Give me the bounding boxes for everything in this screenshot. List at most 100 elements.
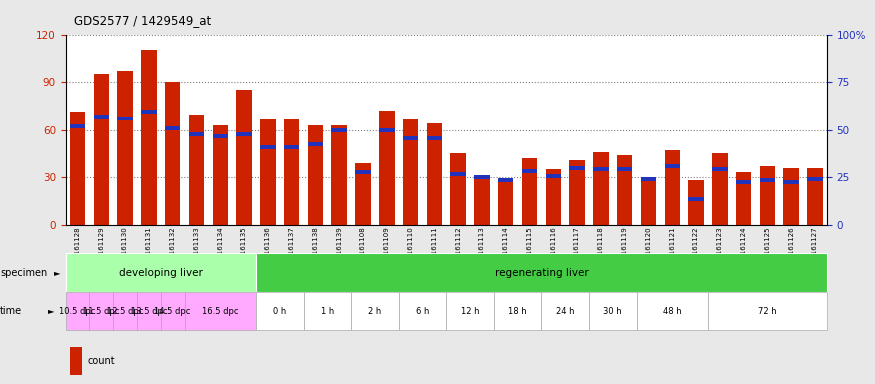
Text: 0 h: 0 h — [273, 306, 286, 316]
Bar — [213, 134, 228, 138]
Bar — [355, 163, 371, 225]
Bar — [451, 172, 466, 176]
Bar — [708, 292, 827, 330]
Text: 16.5 dpc: 16.5 dpc — [202, 306, 239, 316]
Text: time: time — [0, 306, 22, 316]
Bar — [141, 110, 157, 114]
Text: 11.5 dpc: 11.5 dpc — [83, 306, 120, 316]
Text: developing liver: developing liver — [119, 268, 203, 278]
Bar — [589, 292, 637, 330]
Bar — [522, 169, 537, 173]
Bar — [284, 145, 299, 149]
Bar — [284, 119, 299, 225]
Bar — [760, 178, 775, 182]
Bar — [689, 180, 704, 225]
Bar — [189, 115, 204, 225]
Bar — [570, 160, 584, 225]
Bar — [451, 153, 466, 225]
Bar — [617, 155, 633, 225]
Bar — [546, 169, 561, 225]
Bar — [498, 178, 514, 182]
Bar — [474, 175, 490, 179]
Bar — [493, 292, 542, 330]
Text: ►: ► — [48, 306, 54, 316]
Bar — [760, 166, 775, 225]
Text: 18 h: 18 h — [508, 306, 527, 316]
Bar — [165, 82, 180, 225]
Bar — [260, 119, 276, 225]
Text: regenerating liver: regenerating liver — [494, 268, 588, 278]
Bar — [304, 292, 351, 330]
Bar — [117, 116, 133, 121]
Bar — [66, 253, 256, 292]
Bar — [189, 132, 204, 136]
Bar — [808, 177, 822, 181]
Text: 10.5 dpc: 10.5 dpc — [60, 306, 95, 316]
Bar — [379, 111, 395, 225]
Bar — [593, 167, 609, 171]
Bar — [260, 145, 276, 149]
Bar — [256, 253, 827, 292]
Bar — [522, 158, 537, 225]
Bar — [308, 142, 323, 146]
Bar — [256, 292, 304, 330]
Text: 2 h: 2 h — [368, 306, 382, 316]
Bar — [783, 180, 799, 184]
Bar — [570, 166, 584, 170]
Bar — [236, 90, 252, 225]
Bar — [89, 292, 113, 330]
Text: 6 h: 6 h — [416, 306, 429, 316]
Bar — [70, 124, 85, 128]
Text: specimen: specimen — [0, 268, 47, 278]
Bar — [379, 127, 395, 132]
Bar — [808, 168, 822, 225]
Text: 12.5 dpc: 12.5 dpc — [107, 306, 144, 316]
Bar — [640, 177, 656, 181]
Text: 12 h: 12 h — [461, 306, 480, 316]
Text: 24 h: 24 h — [556, 306, 575, 316]
Bar — [332, 125, 346, 225]
Bar — [712, 153, 727, 225]
Bar — [355, 170, 371, 174]
Bar — [712, 167, 727, 171]
Bar — [117, 71, 133, 225]
Bar — [542, 292, 589, 330]
Bar — [161, 292, 185, 330]
Text: count: count — [87, 356, 115, 366]
Text: 48 h: 48 h — [663, 306, 682, 316]
Bar — [332, 127, 346, 132]
Bar — [402, 136, 418, 139]
Text: GDS2577 / 1429549_at: GDS2577 / 1429549_at — [74, 14, 212, 27]
Bar — [637, 292, 708, 330]
Text: 1 h: 1 h — [320, 306, 334, 316]
Bar — [165, 126, 180, 130]
Bar — [402, 119, 418, 225]
Bar — [94, 115, 109, 119]
Bar — [94, 74, 109, 225]
Bar — [783, 168, 799, 225]
Bar — [427, 123, 442, 225]
Bar — [308, 125, 323, 225]
Bar — [185, 292, 256, 330]
Bar — [736, 172, 752, 225]
Text: 30 h: 30 h — [604, 306, 622, 316]
Bar — [617, 167, 633, 171]
Bar — [141, 50, 157, 225]
Bar — [446, 292, 493, 330]
Bar — [66, 292, 89, 330]
Bar — [593, 152, 609, 225]
Bar — [474, 175, 490, 225]
Bar — [664, 150, 680, 225]
Bar — [70, 112, 85, 225]
Bar — [427, 136, 442, 139]
Bar — [689, 197, 704, 201]
Bar — [236, 132, 252, 136]
Text: 72 h: 72 h — [758, 306, 777, 316]
Bar — [113, 292, 137, 330]
Bar — [736, 180, 752, 184]
Bar — [70, 347, 82, 375]
Bar — [213, 125, 228, 225]
Text: 13.5 dpc: 13.5 dpc — [130, 306, 167, 316]
Bar — [399, 292, 446, 330]
Bar — [498, 182, 514, 225]
